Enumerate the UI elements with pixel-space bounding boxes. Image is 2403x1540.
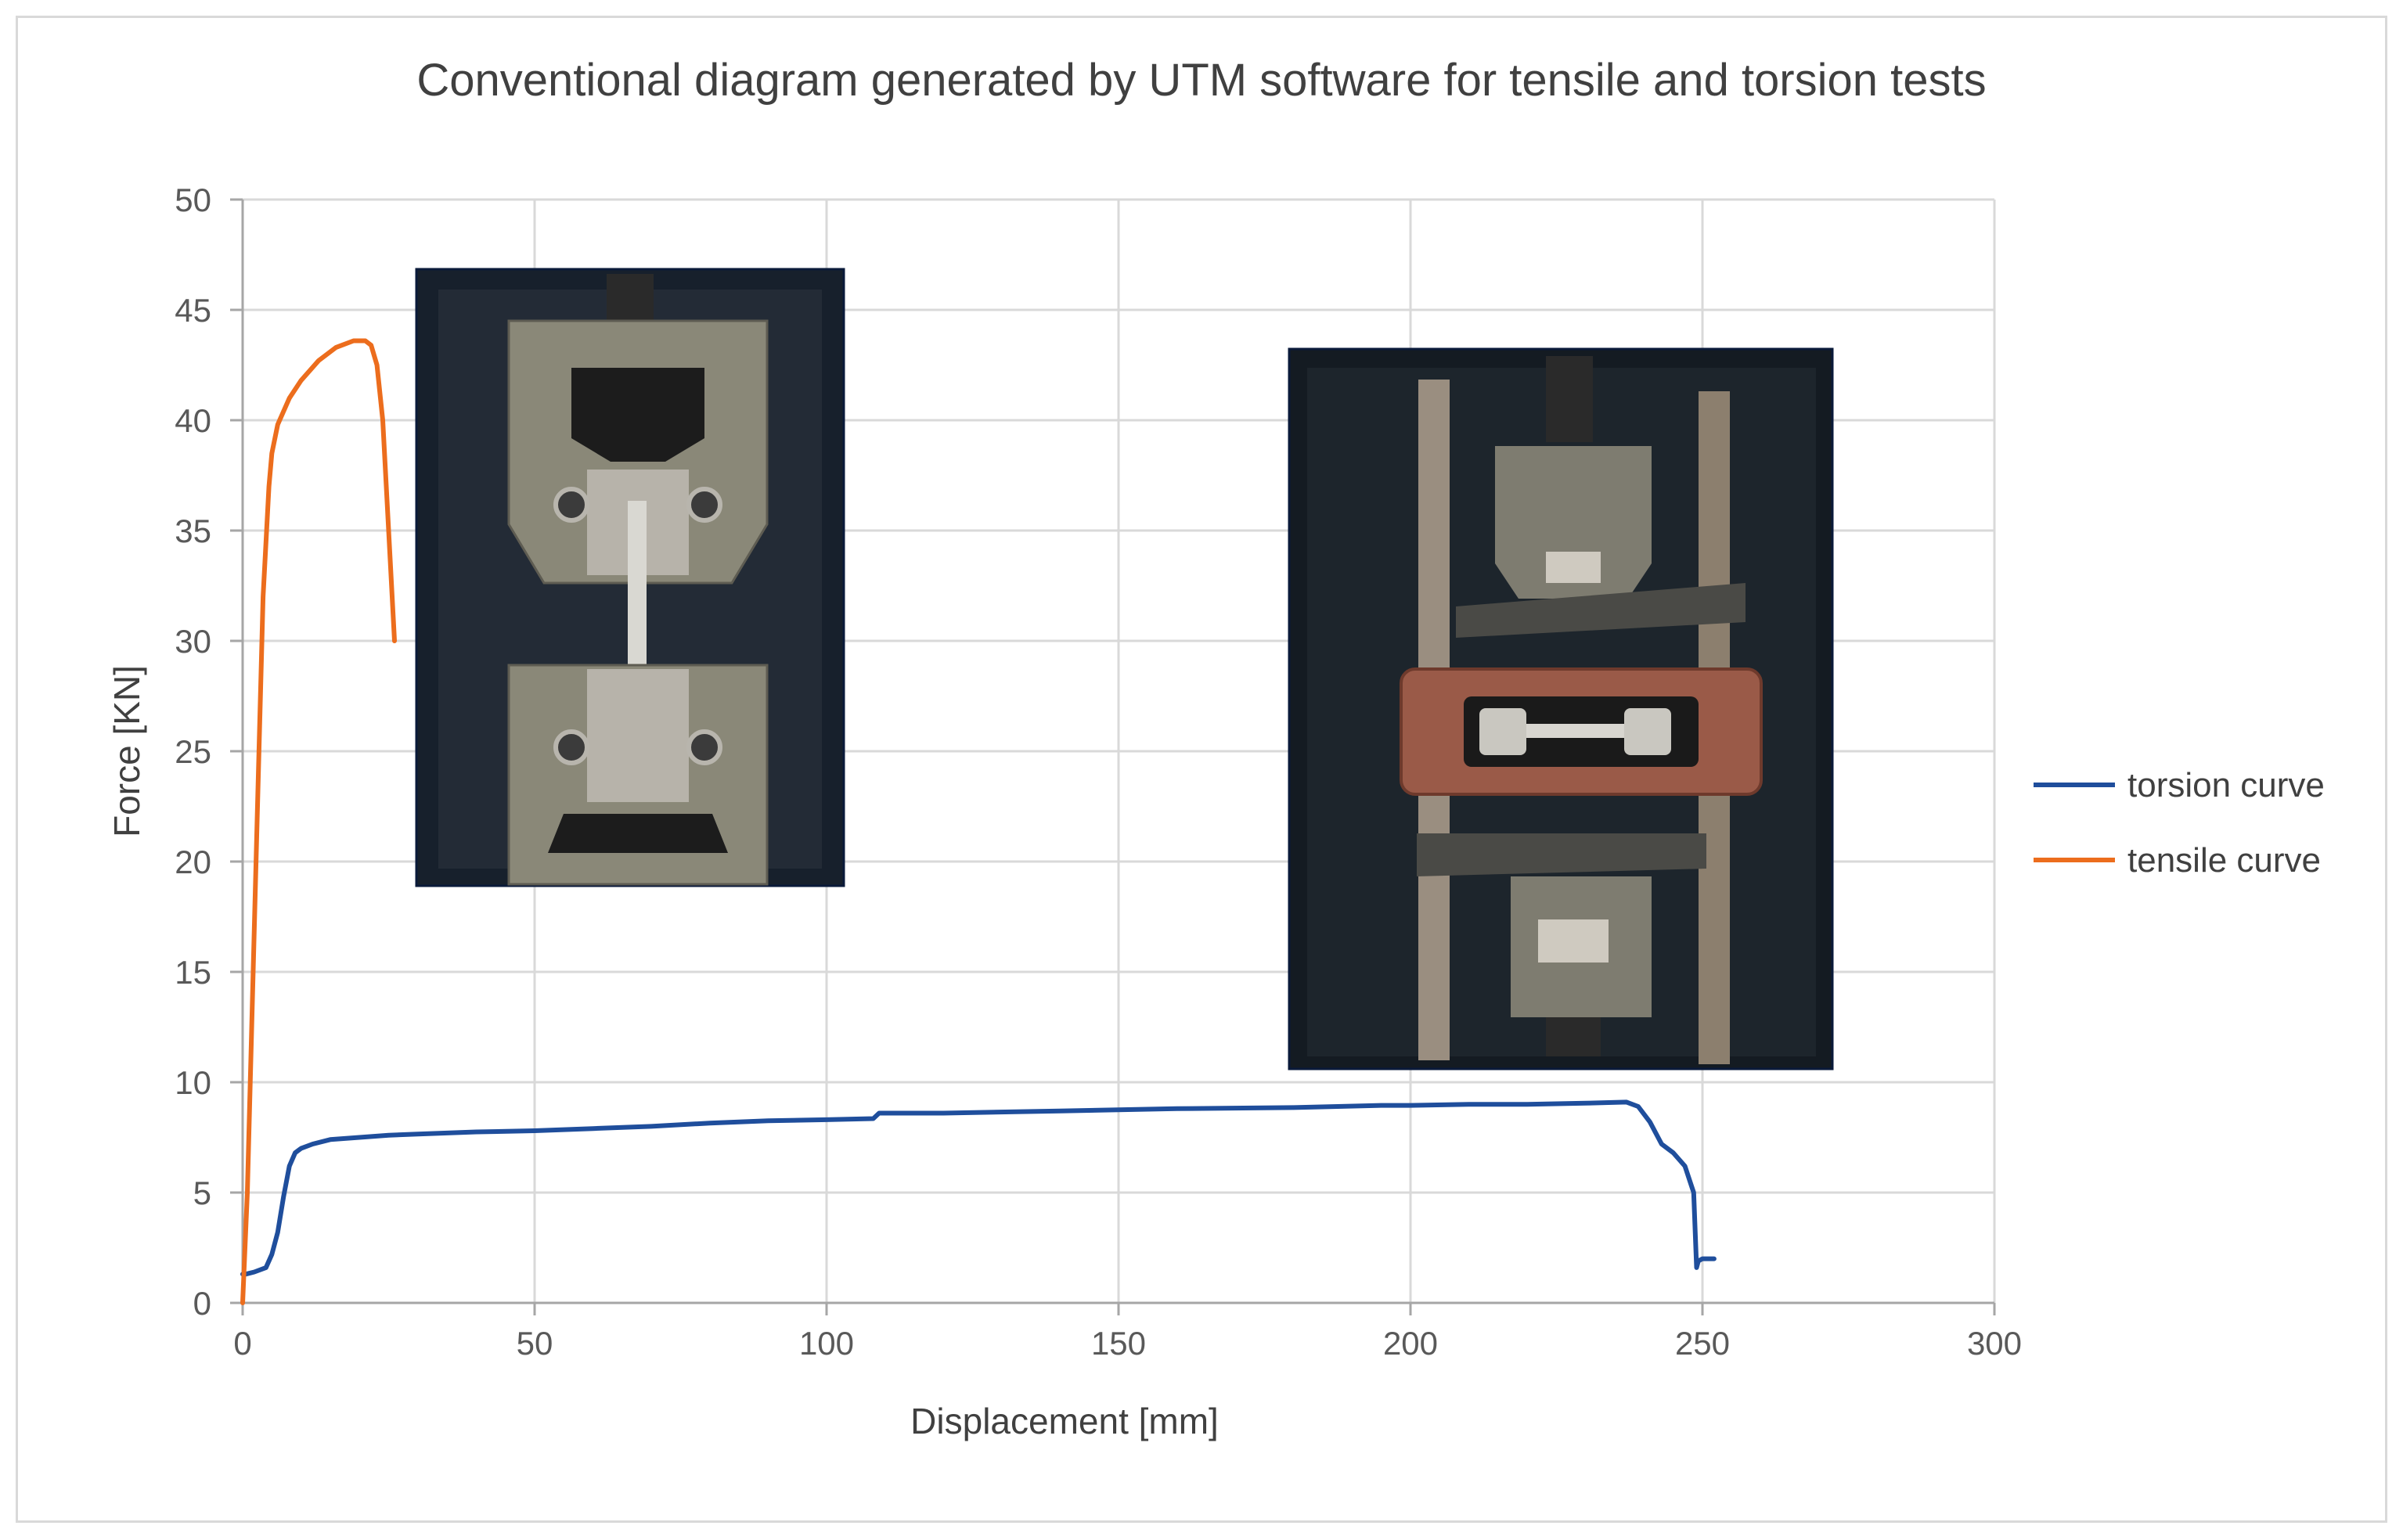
y-tick-label: 35 [175, 513, 211, 549]
chart-frame [16, 16, 2387, 1523]
x-tick-label: 300 [1967, 1325, 2022, 1362]
x-tick-label: 0 [233, 1325, 251, 1362]
x-tick-label: 200 [1383, 1325, 1438, 1362]
y-tick-label: 20 [175, 844, 211, 880]
legend: torsion curve tensile curve [2034, 766, 2325, 880]
x-tick-labels: 0 50 100 150 200 250 300 [233, 1325, 2022, 1362]
y-tick-label: 45 [175, 292, 211, 329]
y-tick-label: 30 [175, 623, 211, 660]
axes [230, 198, 1996, 1315]
y-tick-label: 15 [175, 954, 211, 991]
y-tick-labels: 0 5 10 15 20 25 30 35 40 45 50 [175, 182, 211, 1322]
legend-label-torsion: torsion curve [2127, 766, 2325, 804]
chart-title: Conventional diagram generated by UTM so… [416, 55, 1986, 106]
y-axis-title: Force [KN] [106, 665, 147, 837]
series-layer [240, 338, 1717, 1305]
legend-label-tensile: tensile curve [2127, 841, 2321, 880]
x-tick-label: 50 [517, 1325, 553, 1362]
y-tick-label: 5 [193, 1175, 211, 1211]
y-tick-label: 25 [175, 733, 211, 770]
x-tick-label: 150 [1091, 1325, 1146, 1362]
x-tick-label: 100 [799, 1325, 854, 1362]
tensile-curve-line [240, 338, 397, 1305]
y-tick-label: 50 [175, 182, 211, 218]
torsion-curve-line [240, 1099, 1717, 1277]
y-tick-label: 0 [193, 1285, 211, 1322]
y-tick-label: 40 [175, 402, 211, 439]
y-tick-label: 10 [175, 1064, 211, 1101]
tensile-test-photo [415, 268, 845, 887]
x-tick-label: 250 [1675, 1325, 1730, 1362]
torsion-test-photo [1288, 347, 1834, 1070]
x-axis-title: Displacement [mm] [910, 1401, 1219, 1441]
